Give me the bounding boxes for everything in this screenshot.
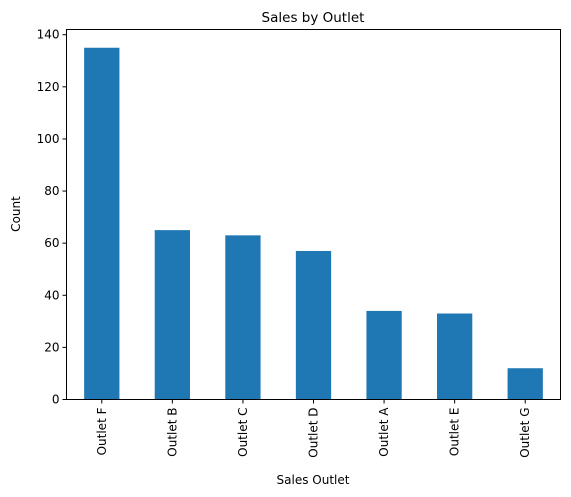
- y-tick-label: 60: [44, 236, 59, 250]
- y-axis-label: Count: [9, 196, 23, 232]
- x-tick-label: Outlet B: [165, 408, 179, 457]
- x-axis-label: Sales Outlet: [277, 473, 350, 487]
- bar-outlet-f: [84, 47, 120, 400]
- bar-outlet-a: [366, 310, 402, 400]
- x-tick-label: Outlet A: [377, 407, 391, 457]
- y-axis: 0 20 40 60 80 100 120 140: [37, 28, 67, 407]
- x-tick-label: Outlet G: [518, 408, 532, 458]
- y-tick-label: 140: [37, 28, 60, 42]
- bar-outlet-d: [295, 250, 332, 400]
- x-tick-label: Outlet E: [448, 408, 462, 457]
- x-tick-label: Outlet F: [95, 407, 109, 455]
- y-tick-label: 120: [37, 80, 60, 94]
- y-tick-label: 80: [44, 184, 59, 198]
- y-tick-label: 0: [52, 393, 60, 407]
- chart-title: Sales by Outlet: [262, 10, 365, 26]
- y-tick-label: 100: [37, 132, 60, 146]
- plot-frame: [66, 29, 561, 400]
- bar-outlet-e: [437, 313, 473, 400]
- bars-group: [84, 47, 543, 400]
- bar-outlet-c: [225, 235, 261, 400]
- bar-outlet-b: [154, 230, 190, 400]
- x-tick-label: Outlet D: [307, 408, 321, 458]
- x-axis: Outlet F Outlet B Outlet C Outlet D Outlet A…: [95, 399, 532, 458]
- bar-outlet-g: [507, 368, 543, 400]
- y-tick-label: 40: [44, 288, 59, 302]
- y-tick-label: 20: [44, 340, 59, 354]
- x-tick-label: Outlet C: [236, 408, 250, 457]
